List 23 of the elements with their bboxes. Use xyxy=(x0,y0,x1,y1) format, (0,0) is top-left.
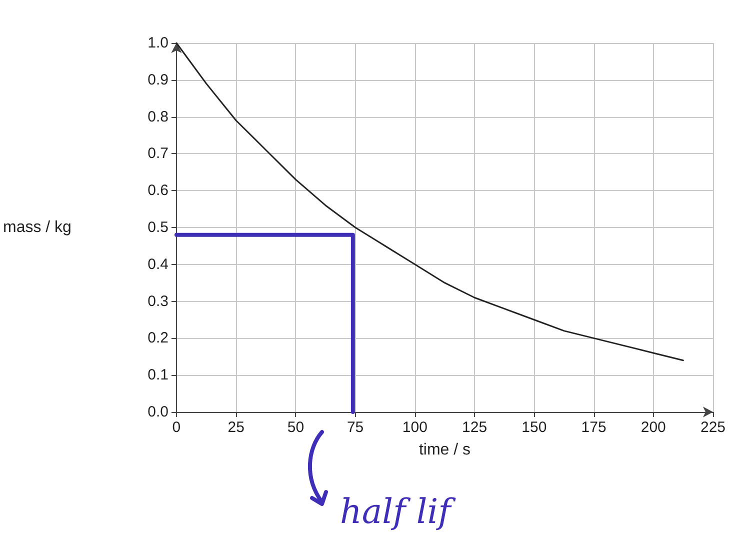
y-axis-title: mass / kg xyxy=(2,219,72,236)
x-tick-label: 0 xyxy=(172,419,181,436)
y-tick-label: 0.6 xyxy=(148,182,168,200)
x-tick-label: 125 xyxy=(462,419,488,436)
y-tick-label: 0.4 xyxy=(148,256,168,273)
x-tick-label: 150 xyxy=(522,419,547,436)
x-tick-label: 225 xyxy=(700,419,726,436)
y-tick-label: 0.7 xyxy=(148,145,168,162)
y-tick-label: 0.3 xyxy=(148,292,168,310)
x-tick-label: 175 xyxy=(581,419,606,436)
x-tick-label: 25 xyxy=(228,419,244,436)
y-tick-label: 0.0 xyxy=(148,404,168,420)
x-axis-title: time / s xyxy=(418,442,471,458)
y-tick-label: 1.0 xyxy=(148,34,168,52)
x-tick-label: 50 xyxy=(287,419,304,436)
y-tick-label: 0.8 xyxy=(148,108,168,126)
y-tick-label: 0.9 xyxy=(148,71,168,88)
y-tick-label: 0.2 xyxy=(148,330,168,347)
x-tick-label: 200 xyxy=(640,419,666,436)
y-tick-label: 0.5 xyxy=(148,219,168,236)
y-tick-label: 0.1 xyxy=(148,366,168,384)
x-tick-label: 100 xyxy=(402,419,428,436)
x-tick-label: 75 xyxy=(346,419,364,436)
